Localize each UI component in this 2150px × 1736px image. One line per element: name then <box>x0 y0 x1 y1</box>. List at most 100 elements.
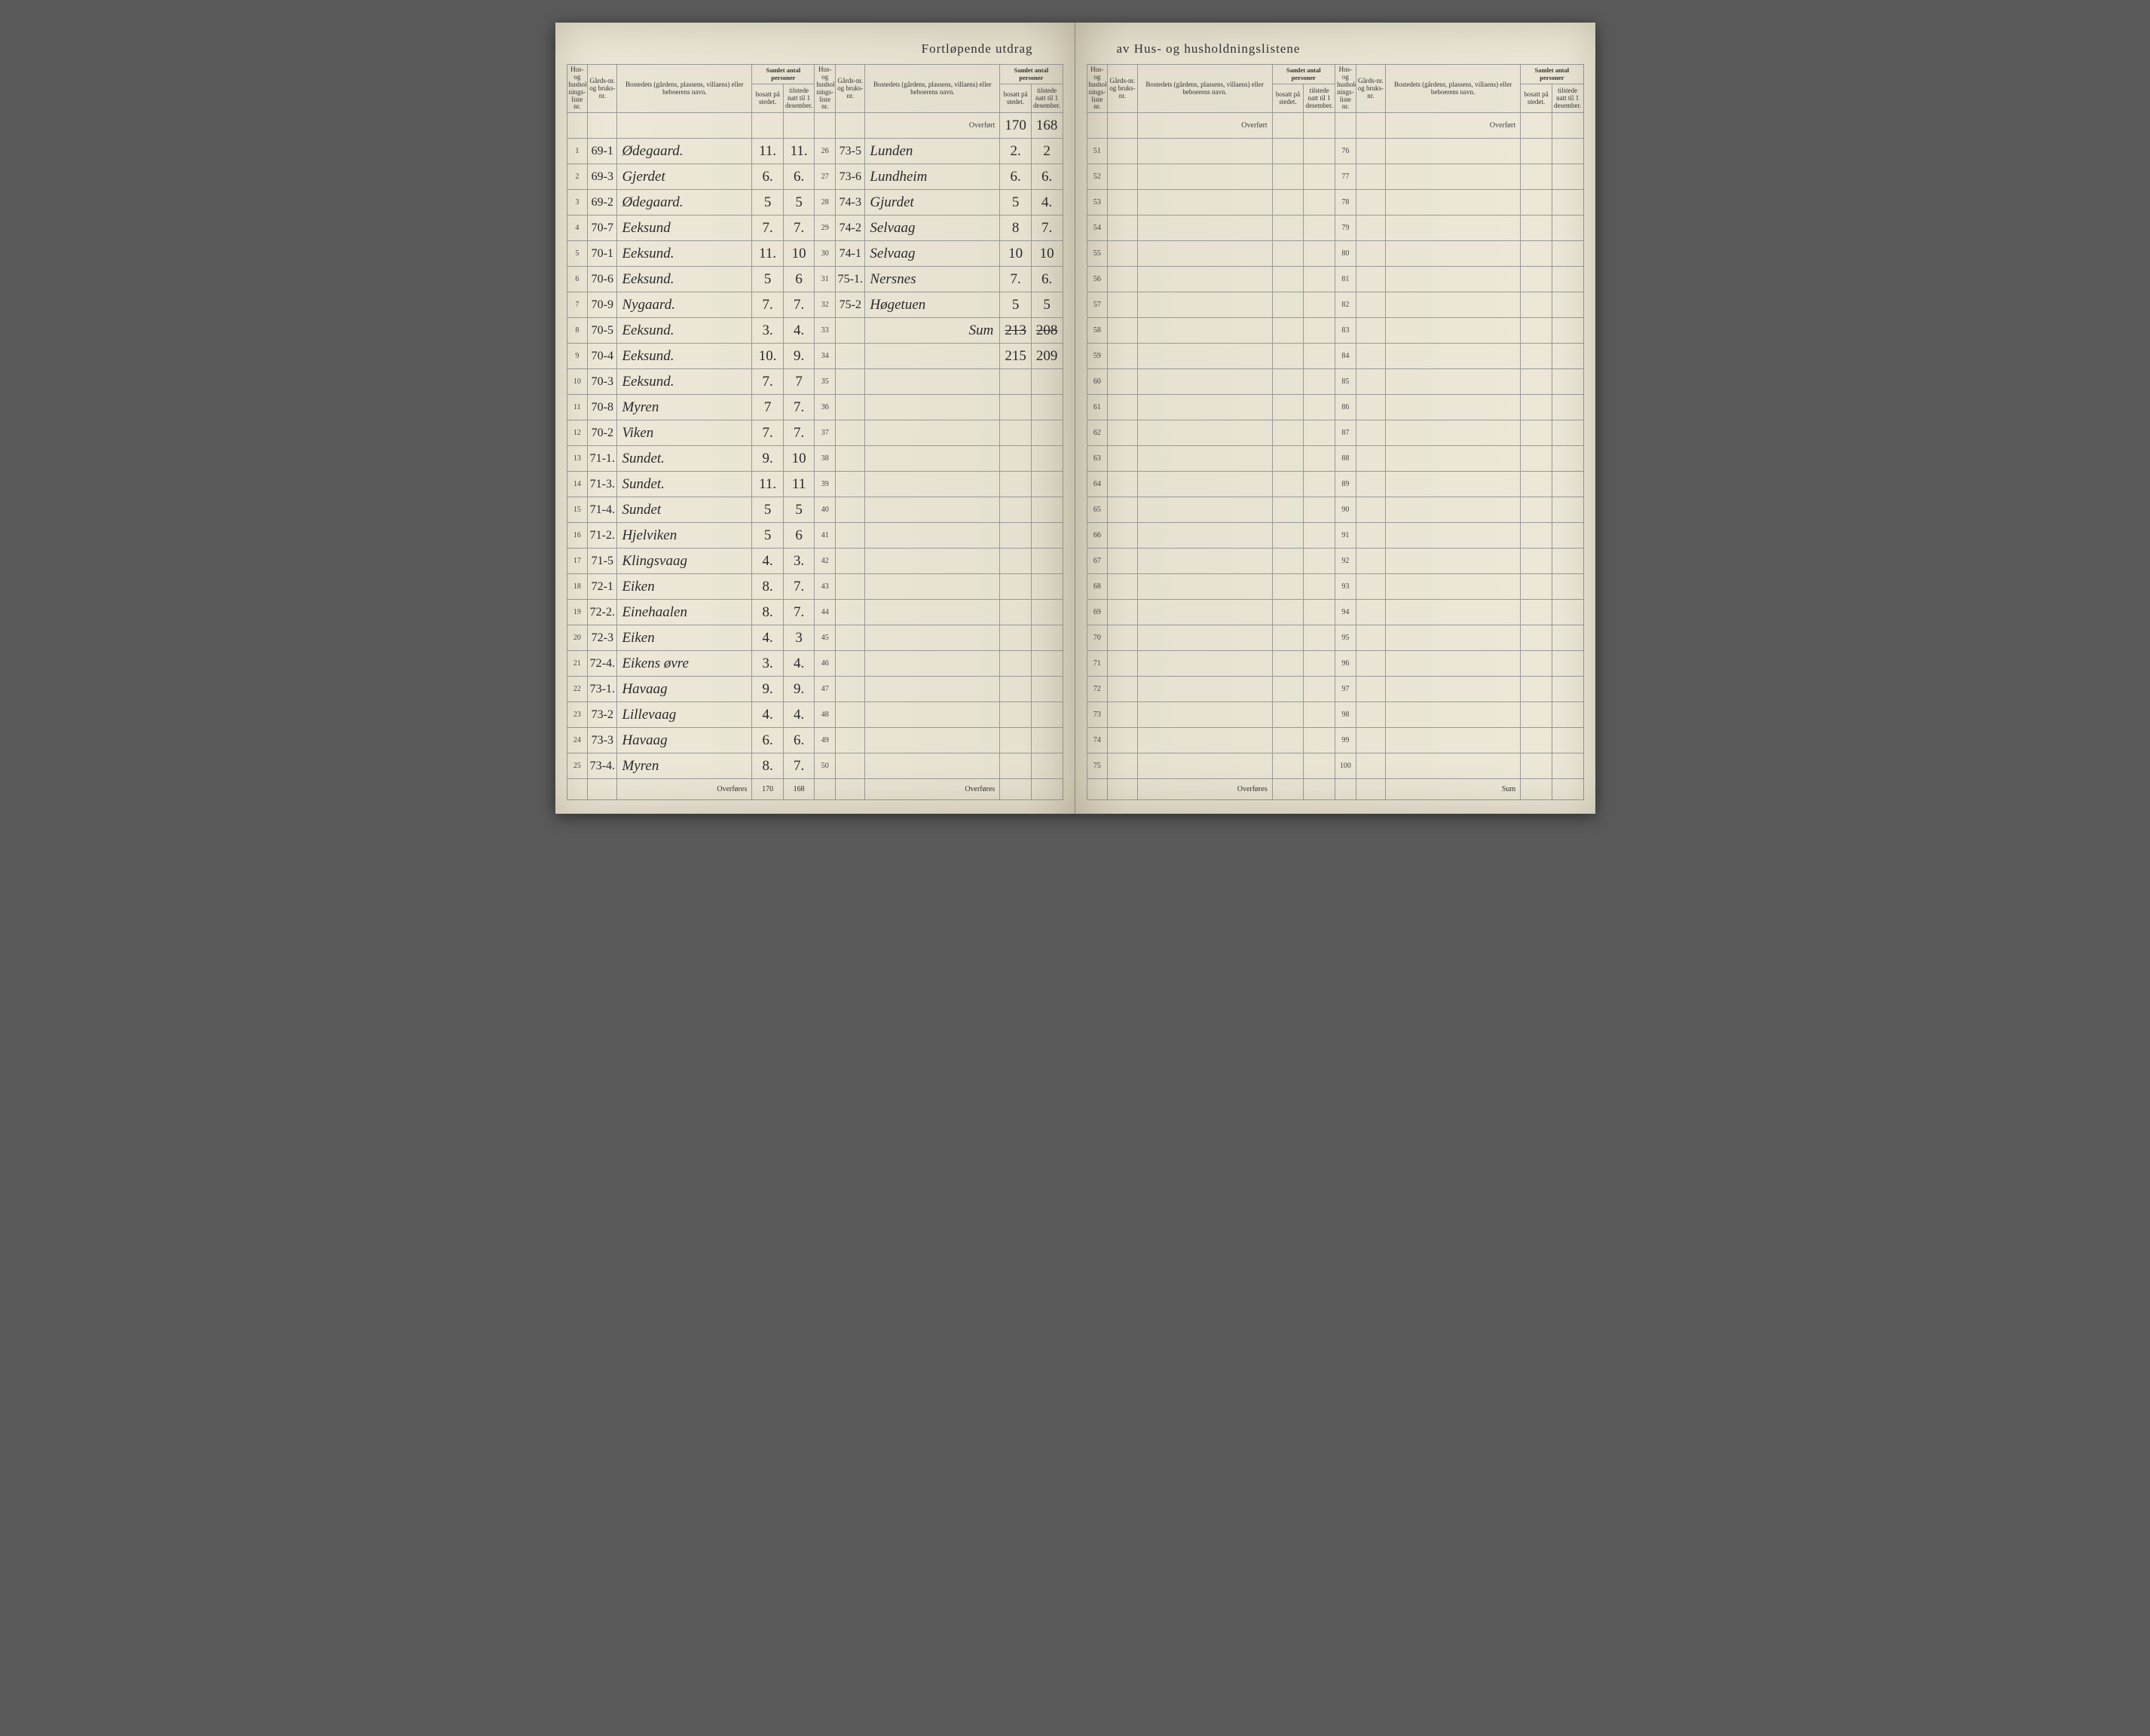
bosatt-value: 7. <box>1000 267 1032 292</box>
overfort-label: Overført <box>865 113 1000 139</box>
hdr-tilstede: tilstede natt til 1 desember. <box>1031 84 1063 113</box>
row-number: 41 <box>815 523 836 549</box>
bosatt-value: 10 <box>1000 241 1032 267</box>
table-row: 1371-1.Sundet.9.1038 <box>567 446 1063 472</box>
table-row: 6691 <box>1087 523 1583 549</box>
bosted-name: Gjurdet <box>865 190 1000 215</box>
tilstede-value: 11 <box>783 472 815 497</box>
bosted-name: Eiken <box>617 625 752 651</box>
row-number: 7 <box>567 292 588 318</box>
gard-nr: 73-1. <box>588 677 617 702</box>
hdr-nr: Hus- og hushold-nings-liste nr. <box>815 65 836 113</box>
gard-nr: 70-8 <box>588 395 617 420</box>
table-header: Hus- og hushold-nings-liste nr. Gårds-nr… <box>567 65 1063 113</box>
table-row: 2573-4.Myren8.7.50 <box>567 753 1063 779</box>
row-number: 32 <box>815 292 836 318</box>
row-number: 100 <box>1335 753 1356 779</box>
gard-nr: 71-4. <box>588 497 617 523</box>
bosatt-value: 7. <box>752 292 784 318</box>
row-number: 90 <box>1335 497 1356 523</box>
gard-nr: 70-3 <box>588 369 617 395</box>
table-row: 470-7Eeksund7.7.2974-2Selvaag87. <box>567 215 1063 241</box>
gard-nr: 70-6 <box>588 267 617 292</box>
row-number: 44 <box>815 600 836 625</box>
tilstede-value: 4. <box>783 318 815 344</box>
row-number: 54 <box>1087 215 1108 241</box>
gard-nr: 75-2 <box>836 292 865 318</box>
row-number: 93 <box>1335 574 1356 600</box>
row-number: 70 <box>1087 625 1108 651</box>
row-number: 53 <box>1087 190 1108 215</box>
row-number: 9 <box>567 344 588 369</box>
table-row: 6186 <box>1087 395 1583 420</box>
bosted-name: Sundet <box>617 497 752 523</box>
hdr-group: Samlet antal personer <box>1272 65 1335 84</box>
gard-nr: 70-2 <box>588 420 617 446</box>
row-number: 49 <box>815 728 836 753</box>
row-number: 75 <box>1087 753 1108 779</box>
bosted-name: Havaag <box>617 728 752 753</box>
gard-nr: 71-1. <box>588 446 617 472</box>
bosted-name: Myren <box>617 753 752 779</box>
gard-nr: 72-2. <box>588 600 617 625</box>
tilstede-value: 6. <box>783 728 815 753</box>
gard-nr: 75-1. <box>836 267 865 292</box>
row-number: 82 <box>1335 292 1356 318</box>
row-number: 1 <box>567 139 588 164</box>
table-row: 7499 <box>1087 728 1583 753</box>
row-number: 31 <box>815 267 836 292</box>
row-number: 8 <box>567 318 588 344</box>
row-number: 88 <box>1335 446 1356 472</box>
gard-nr: 71-2. <box>588 523 617 549</box>
bosted-name: Lillevaag <box>617 702 752 728</box>
gard-nr: 70-9 <box>588 292 617 318</box>
row-number: 2 <box>567 164 588 190</box>
hdr-name: Bostedets (gårdens, plassens, villaens) … <box>865 65 1000 113</box>
tilstede-value: 10 <box>783 446 815 472</box>
table-row: 7196 <box>1087 651 1583 677</box>
bosatt-value: 3. <box>752 651 784 677</box>
gard-nr: 71-5 <box>588 549 617 574</box>
row-number: 13 <box>567 446 588 472</box>
row-number: 40 <box>815 497 836 523</box>
table-row: 870-5Eeksund.3.4.33Sum213208 <box>567 318 1063 344</box>
overfort-label: Overført <box>1137 113 1272 139</box>
table-row: 1671-2.Hjelviken5641 <box>567 523 1063 549</box>
table-body-right: OverførtOverført517652775378547955805681… <box>1087 113 1583 800</box>
hdr-bosatt: bosatt på stedet. <box>752 84 784 113</box>
tilstede-value: 7. <box>783 292 815 318</box>
tilstede-value: 4. <box>1031 190 1063 215</box>
bosatt-value: 8. <box>752 753 784 779</box>
overfores-row: Overføres170168Overføres <box>567 779 1063 800</box>
bosted-name: Ødegaard. <box>617 139 752 164</box>
table-row: 1471-3.Sundet.11.1139 <box>567 472 1063 497</box>
hdr-tilstede: tilstede natt til 1 desember. <box>1552 84 1583 113</box>
row-number: 61 <box>1087 395 1108 420</box>
row-number: 56 <box>1087 267 1108 292</box>
bosted-name: Myren <box>617 395 752 420</box>
row-number: 35 <box>815 369 836 395</box>
bosatt-value: 11. <box>752 139 784 164</box>
hdr-bosatt: bosatt på stedet. <box>1272 84 1304 113</box>
gard-nr: 74-1 <box>836 241 865 267</box>
table-row: 2072-3Eiken4.345 <box>567 625 1063 651</box>
bosatt-value: 4. <box>752 549 784 574</box>
bosted-name: Eeksund. <box>617 241 752 267</box>
row-number: 92 <box>1335 549 1356 574</box>
row-number: 98 <box>1335 702 1356 728</box>
row-number: 42 <box>815 549 836 574</box>
row-number: 51 <box>1087 139 1108 164</box>
row-number: 16 <box>567 523 588 549</box>
row-number: 17 <box>567 549 588 574</box>
row-number: 36 <box>815 395 836 420</box>
table-row: 1771-5Klingsvaag4.3.42 <box>567 549 1063 574</box>
hdr-name: Bostedets (gårdens, plassens, villaens) … <box>1385 65 1520 113</box>
row-number: 50 <box>815 753 836 779</box>
table-row: 1270-2Viken7.7.37 <box>567 420 1063 446</box>
row-number: 76 <box>1335 139 1356 164</box>
bosatt-value: 10. <box>752 344 784 369</box>
sum-label: Sum <box>1385 779 1520 800</box>
row-number: 6 <box>567 267 588 292</box>
gard-nr: 70-4 <box>588 344 617 369</box>
hdr-gard: Gårds-nr. og bruks-nr. <box>588 65 617 113</box>
